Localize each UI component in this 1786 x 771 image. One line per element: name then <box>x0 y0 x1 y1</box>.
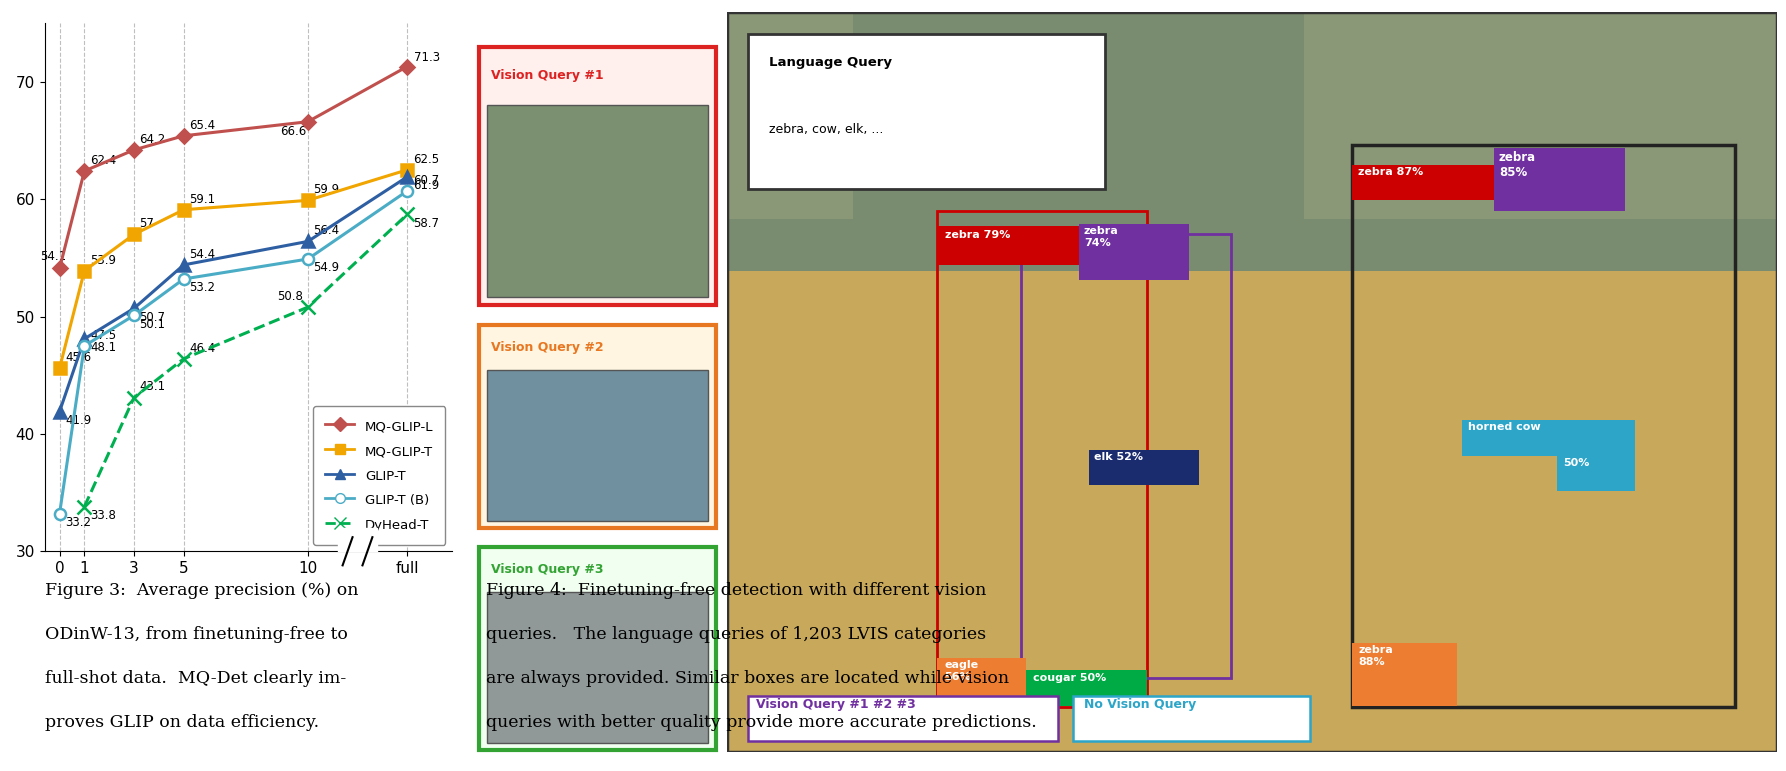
Text: elk 52%: elk 52% <box>1095 452 1143 462</box>
Bar <box>748 696 1057 741</box>
Bar <box>727 12 1777 271</box>
Bar <box>486 106 709 297</box>
Text: are always provided. Similar boxes are located while vision: are always provided. Similar boxes are l… <box>486 670 1009 687</box>
Text: eagle
56%: eagle 56% <box>945 660 979 682</box>
Text: 50.1: 50.1 <box>139 318 166 331</box>
FancyBboxPatch shape <box>479 547 716 749</box>
Text: 58.7: 58.7 <box>413 217 439 230</box>
Text: 62.4: 62.4 <box>89 154 116 167</box>
Bar <box>938 226 1079 264</box>
Bar <box>938 211 1147 707</box>
Bar <box>1557 456 1636 491</box>
Text: 59.9: 59.9 <box>313 183 339 196</box>
Text: Vision Query #3: Vision Query #3 <box>491 563 604 576</box>
Bar <box>1463 420 1636 456</box>
Bar <box>1352 145 1734 707</box>
Text: zebra
85%: zebra 85% <box>1498 150 1536 179</box>
Text: 60.7: 60.7 <box>413 173 439 187</box>
Text: Language Query: Language Query <box>770 56 891 69</box>
Text: 71.3: 71.3 <box>414 51 439 64</box>
Text: 65.4: 65.4 <box>189 119 216 132</box>
Text: 41.9: 41.9 <box>64 414 91 427</box>
Text: 50.8: 50.8 <box>277 290 304 303</box>
Text: 53.2: 53.2 <box>189 281 216 295</box>
Bar <box>1027 670 1147 705</box>
Text: Vision Query #2: Vision Query #2 <box>491 341 604 354</box>
FancyBboxPatch shape <box>479 325 716 527</box>
Text: 64.2: 64.2 <box>139 133 166 146</box>
Bar <box>1022 234 1231 678</box>
Text: queries.   The language queries of 1,203 LVIS categories: queries. The language queries of 1,203 L… <box>486 626 986 643</box>
Bar <box>1304 12 1777 219</box>
Text: 57: 57 <box>139 217 154 231</box>
Text: 56.4: 56.4 <box>313 224 339 237</box>
Text: 54.4: 54.4 <box>189 247 216 261</box>
Text: 47.5: 47.5 <box>89 328 116 342</box>
Bar <box>1089 449 1200 485</box>
Text: Figure 3:  Average precision (%) on: Figure 3: Average precision (%) on <box>45 582 359 599</box>
Text: 62.5: 62.5 <box>413 153 439 166</box>
Bar <box>1352 165 1493 200</box>
Text: 33.2: 33.2 <box>64 516 91 529</box>
Text: 43.1: 43.1 <box>139 380 166 393</box>
Text: 66.6: 66.6 <box>280 126 307 138</box>
Text: 33.8: 33.8 <box>89 509 116 522</box>
Text: 54.9: 54.9 <box>313 261 339 274</box>
Text: 53.9: 53.9 <box>89 254 116 267</box>
Bar <box>938 658 1027 705</box>
Text: ODinW-13, from finetuning-free to: ODinW-13, from finetuning-free to <box>45 626 348 643</box>
Text: Figure 4:  Finetuning-free detection with different vision: Figure 4: Finetuning-free detection with… <box>486 582 986 599</box>
Text: No Vision Query: No Vision Query <box>1084 699 1197 712</box>
Text: cougar 50%: cougar 50% <box>1032 672 1106 682</box>
Text: 48.1: 48.1 <box>89 341 116 354</box>
Text: 50%: 50% <box>1563 458 1590 468</box>
Text: zebra 87%: zebra 87% <box>1357 167 1423 177</box>
Text: Vision Query #1: Vision Query #1 <box>491 69 604 82</box>
Bar <box>1073 696 1309 741</box>
Bar <box>486 592 709 743</box>
Text: full-shot data.  MQ-Det clearly im-: full-shot data. MQ-Det clearly im- <box>45 670 346 687</box>
Text: Vision Query #1 #2 #3: Vision Query #1 #2 #3 <box>755 699 916 712</box>
Bar <box>1493 149 1625 211</box>
Bar <box>1079 224 1189 280</box>
Text: 50.7: 50.7 <box>139 311 166 324</box>
Bar <box>1352 643 1457 705</box>
Text: horned cow: horned cow <box>1468 423 1541 433</box>
Text: zebra, cow, elk, ...: zebra, cow, elk, ... <box>770 123 884 136</box>
Text: queries with better quality provide more accurate predictions.: queries with better quality provide more… <box>486 714 1036 731</box>
Text: 46.4: 46.4 <box>189 342 216 355</box>
Text: 54.1: 54.1 <box>39 250 66 263</box>
Bar <box>486 370 709 521</box>
Bar <box>727 271 1777 752</box>
Text: zebra
88%: zebra 88% <box>1357 645 1393 667</box>
Text: 59.1: 59.1 <box>189 193 216 206</box>
Text: 45.6: 45.6 <box>64 351 91 364</box>
Text: proves GLIP on data efficiency.: proves GLIP on data efficiency. <box>45 714 318 731</box>
Text: zebra 79%: zebra 79% <box>945 230 1011 240</box>
Bar <box>748 34 1106 189</box>
Text: zebra
74%: zebra 74% <box>1084 226 1118 247</box>
Legend: MQ-GLIP-L, MQ-GLIP-T, GLIP-T, GLIP-T (B), DyHead-T: MQ-GLIP-L, MQ-GLIP-T, GLIP-T, GLIP-T (B)… <box>313 406 445 544</box>
Bar <box>727 12 854 219</box>
Text: 61.9: 61.9 <box>413 179 439 192</box>
FancyBboxPatch shape <box>479 48 716 305</box>
